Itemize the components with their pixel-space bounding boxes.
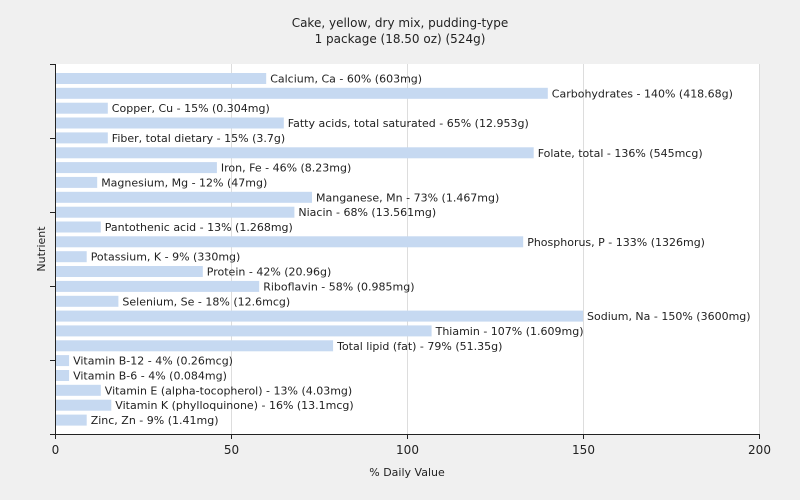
bar-label: Niacin - 68% (13.561mg) [298,206,436,219]
bar [56,266,203,277]
bar [56,414,87,426]
chart-title: Cake, yellow, dry mix, pudding-type [291,16,509,30]
bar-label: Vitamin B-6 - 4% (0.084mg) [73,370,227,383]
bar [56,280,260,292]
bar-label: Vitamin B-12 - 4% (0.26mcg) [73,355,233,368]
x-tick-label: 150 [572,443,595,457]
bar [56,325,432,337]
bar-label: Vitamin E (alpha-tocopherol) - 13% (4.03… [105,384,352,397]
bar-label: Fiber, total dietary - 15% (3.7g) [112,132,285,145]
x-tick-label: 0 [52,443,60,457]
bar-label: Vitamin K (phylloquinone) - 16% (13.1mcg… [115,399,353,412]
bar [56,87,548,99]
bar-label: Pantothenic acid - 13% (1.268mg) [105,221,293,234]
bar-label: Iron, Fe - 46% (8.23mg) [221,162,351,175]
bar-label: Total lipid (fat) - 79% (51.35g) [336,340,502,353]
bar-label: Sodium, Na - 150% (3600mg) [587,310,751,323]
bar-label: Potassium, K - 9% (330mg) [91,251,241,264]
bar-label: Magnesium, Mg - 12% (47mg) [101,176,267,189]
bar [56,176,98,188]
bar [56,251,87,263]
bar [56,73,267,84]
y-axis-title: Nutrient [35,226,48,272]
bar-label: Zinc, Zn - 9% (1.41mg) [91,414,219,427]
bar [56,384,101,396]
x-tick-label: 50 [224,443,239,457]
bar-series: Calcium, Ca - 60% (603mg) Carbohydrates -… [56,73,751,427]
bar [56,117,284,129]
bar [56,147,534,159]
bar [56,191,312,203]
bar-label: Folate, total - 136% (545mcg) [538,147,703,160]
bar [56,355,70,367]
bar [56,102,108,114]
bar [56,295,119,307]
bar [56,132,108,144]
bar-label: Phosphorus, P - 133% (1326mg) [527,236,705,249]
bar-label: Protein - 42% (20.96g) [207,266,332,279]
bar-label: Manganese, Mn - 73% (1.467mg) [316,191,499,204]
x-axis-title: % Daily Value [369,466,445,479]
bar [56,236,524,248]
axes: 0 50 100 150 200 [50,64,771,457]
bar [56,340,334,352]
bar-label: Copper, Cu - 15% (0.304mg) [112,102,270,115]
x-tick-label: 100 [396,443,419,457]
bar [56,399,112,411]
bar-label: Fatty acids, total saturated - 65% (12.9… [288,117,529,130]
bar-label: Riboflavin - 58% (0.985mg) [263,280,414,293]
bar [56,310,583,322]
x-tick-label: 200 [748,443,771,457]
bar [56,206,295,218]
bar-label: Selenium, Se - 18% (12.6mcg) [122,295,290,308]
bar-label: Thiamin - 107% (1.609mg) [435,325,584,338]
bar [56,370,70,381]
bar [56,162,217,174]
bar-label: Carbohydrates - 140% (418.68g) [552,87,733,100]
bar [56,221,101,233]
chart-subtitle: 1 package (18.50 oz) (524g) [314,32,486,46]
bar-label: Calcium, Ca - 60% (603mg) [270,73,422,86]
